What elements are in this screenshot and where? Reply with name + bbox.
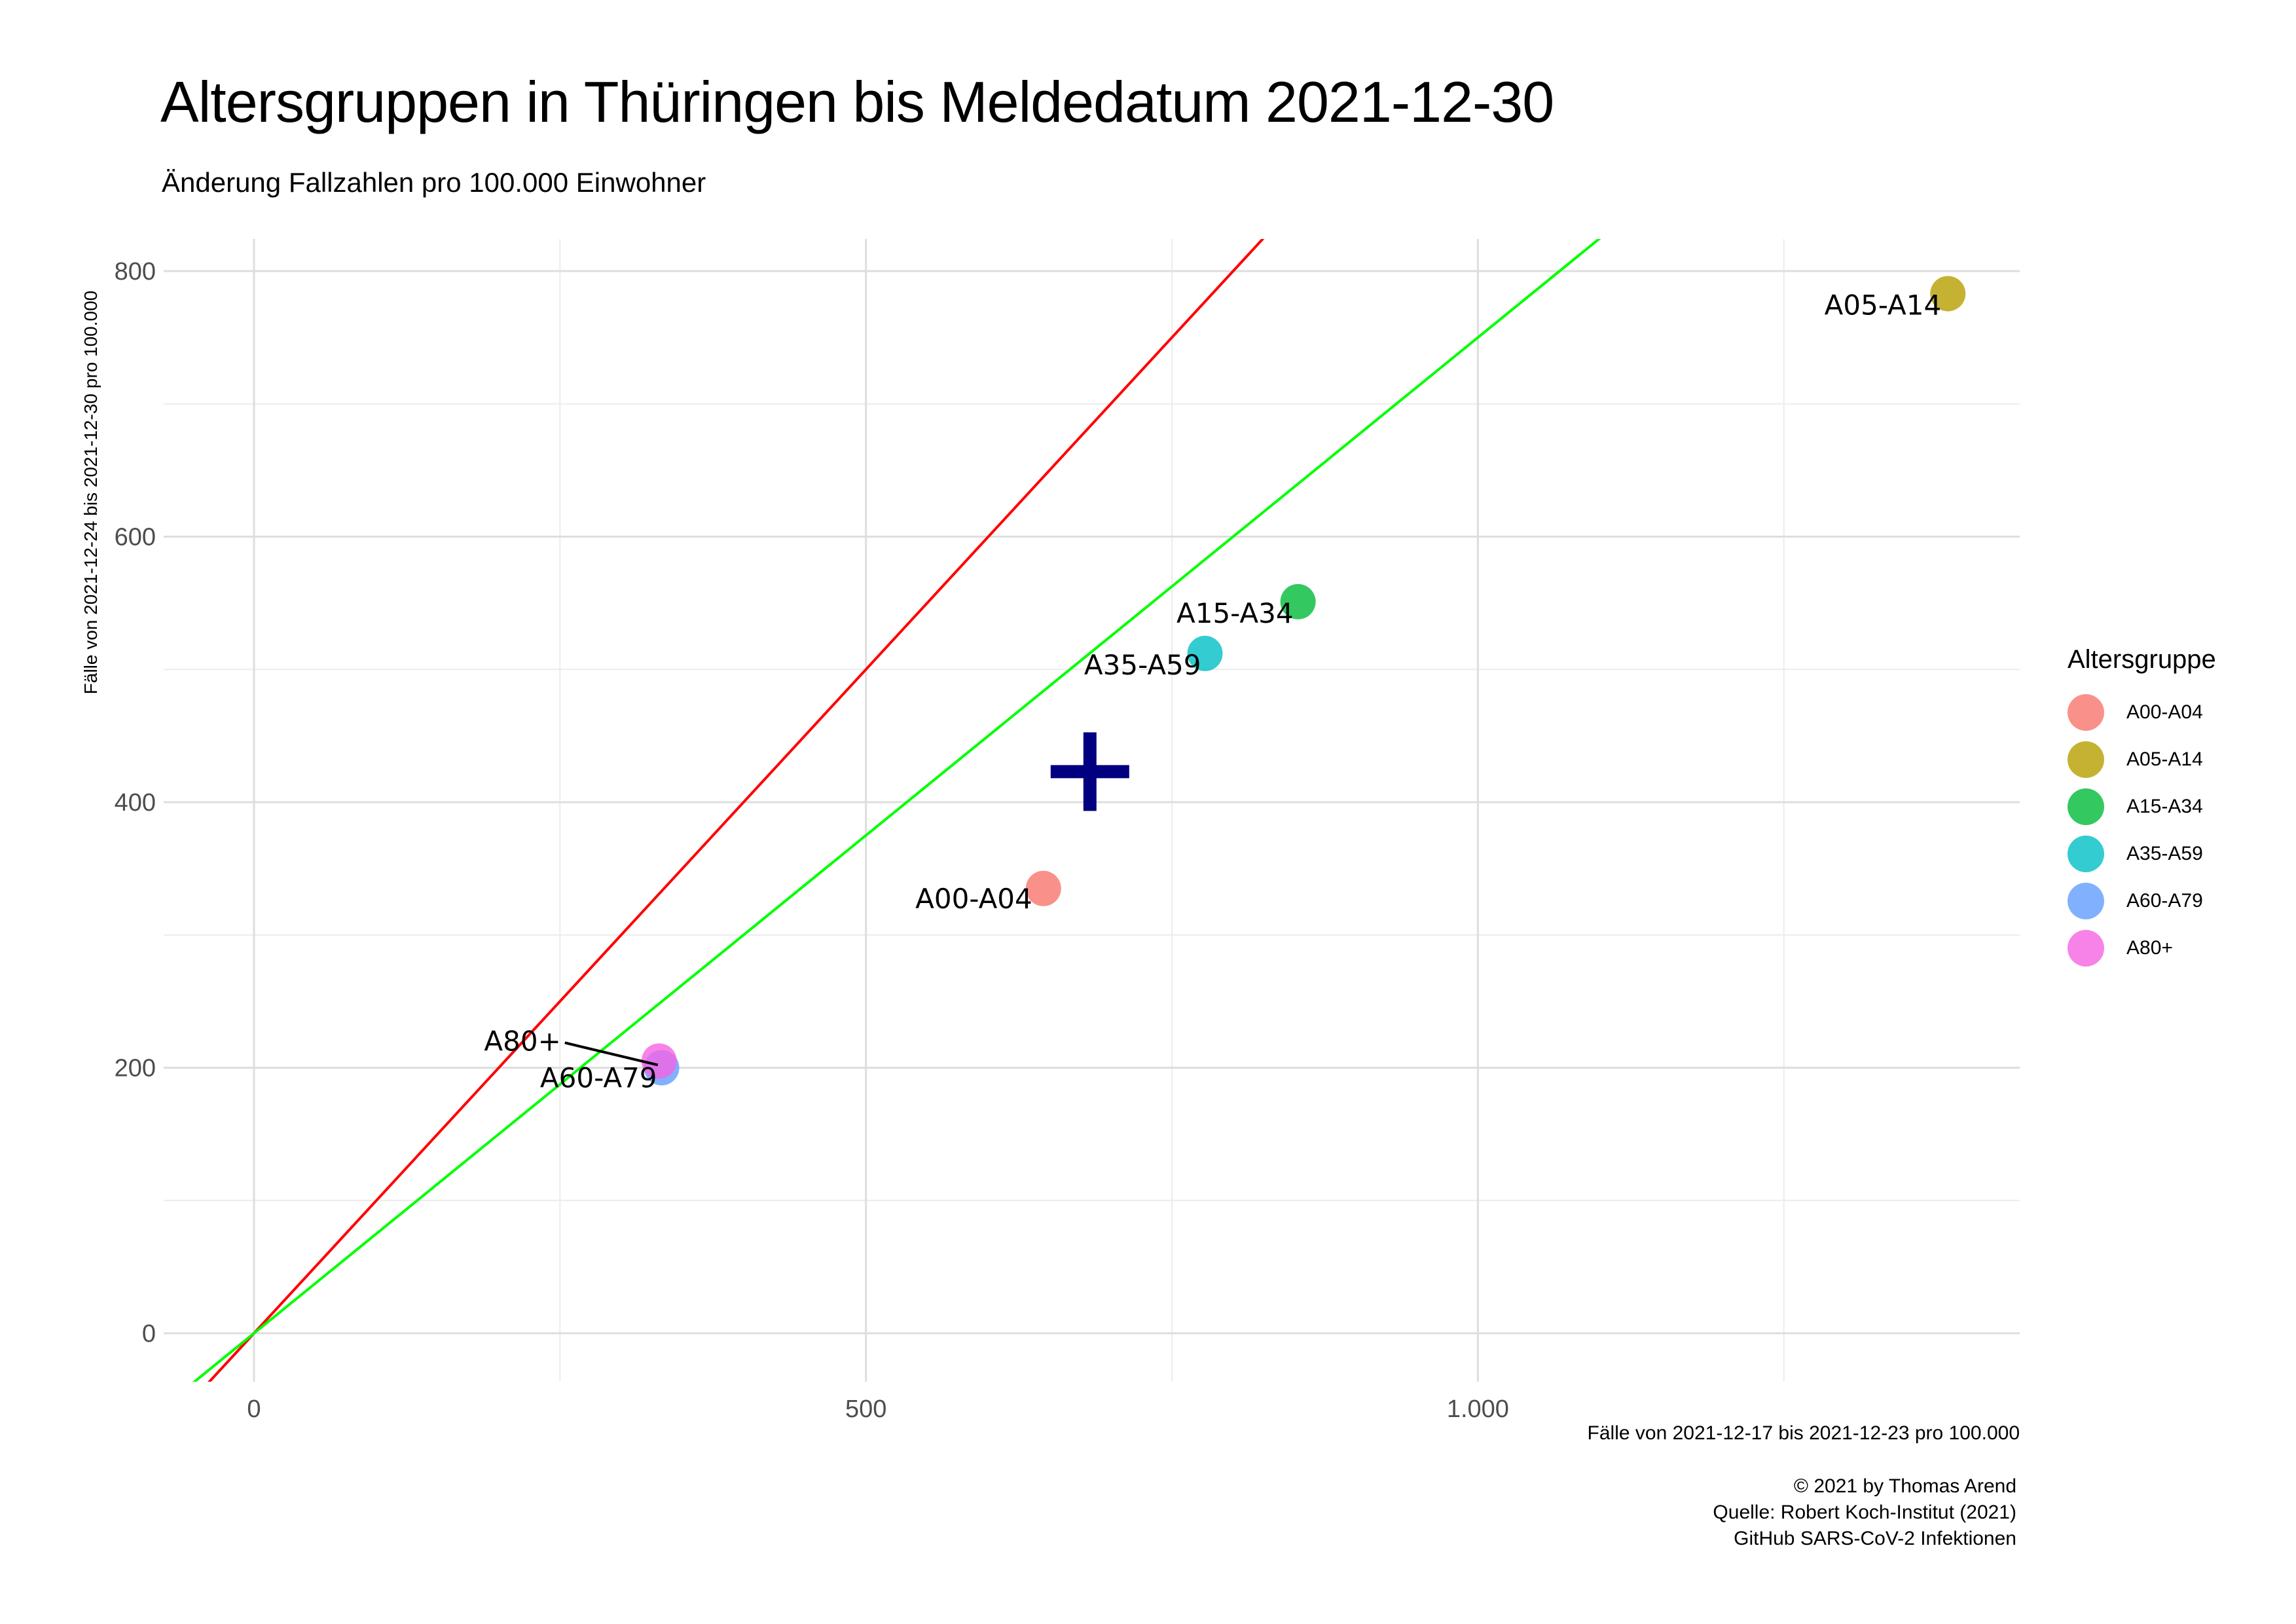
- point-labels: A00-A04 A05-A14 A15-A34 A35-A59 A60-A79 A80+: [484, 289, 1941, 1094]
- y-tick-label: 800: [115, 258, 156, 286]
- reference-line: [208, 239, 1265, 1382]
- point-label: A15-A34: [1176, 597, 1294, 629]
- legend-key: [2068, 836, 2104, 872]
- caption-github: GitHub SARS-CoV-2 Infektionen: [1734, 1528, 2016, 1549]
- data-points: [641, 276, 1966, 1086]
- y-axis-ticks: 0 200 400 600 800: [115, 258, 156, 1348]
- grid-major: [164, 239, 2020, 1382]
- center-marker: [1050, 732, 1129, 811]
- legend-key: [2068, 694, 2104, 731]
- legend-key: [2068, 741, 2104, 778]
- point-label: A60-A79: [540, 1062, 657, 1094]
- x-axis-ticks: 0 500 1.000: [247, 1395, 1509, 1423]
- legend-label: A05-A14: [2126, 748, 2203, 770]
- y-axis-label: Fälle von 2021-12-24 bis 2021-12-30 pro …: [81, 291, 101, 694]
- data-point: [641, 1043, 677, 1079]
- legend-label: A15-A34: [2126, 796, 2203, 817]
- y-tick-label: 400: [115, 789, 156, 817]
- reference-line: [192, 239, 1601, 1382]
- legend-label: A35-A59: [2126, 843, 2203, 864]
- chart-subtitle: Änderung Fallzahlen pro 100.000 Einwohne…: [162, 167, 706, 198]
- legend-label: A60-A79: [2126, 890, 2203, 912]
- y-tick-label: 200: [115, 1055, 156, 1082]
- legend-label: A80+: [2126, 937, 2173, 959]
- chart-title: Altersgruppen in Thüringen bis Meldedatu…: [160, 69, 1554, 134]
- legend-label: A00-A04: [2126, 701, 2203, 723]
- reference-lines: [192, 239, 1601, 1382]
- legend-item: A80+: [2068, 925, 2216, 972]
- x-tick-label: 500: [845, 1395, 886, 1423]
- point-label: A00-A04: [915, 883, 1032, 915]
- legend-item: A00-A04: [2068, 689, 2216, 736]
- data-point: [1280, 583, 1316, 619]
- legend-item: A60-A79: [2068, 877, 2216, 925]
- legend-item: A05-A14: [2068, 736, 2216, 783]
- point-label: A05-A14: [1825, 289, 1942, 321]
- legend-items: A00-A04 A05-A14 A15-A34 A35-A59 A60-A79 A80+: [2068, 689, 2216, 972]
- grid-minor: [164, 239, 2020, 1382]
- legend-key: [2068, 930, 2104, 967]
- y-tick-label: 600: [115, 524, 156, 551]
- data-point: [1187, 635, 1223, 671]
- point-label: A35-A59: [1084, 649, 1201, 681]
- x-axis-label: Fälle von 2021-12-17 bis 2021-12-23 pro …: [1588, 1422, 2020, 1444]
- data-point: [1025, 870, 1061, 906]
- x-tick-label: 0: [247, 1395, 261, 1423]
- legend-key: [2068, 883, 2104, 919]
- caption-source: Quelle: Robert Koch-Institut (2021): [1713, 1502, 2016, 1523]
- caption-copyright: © 2021 by Thomas Arend: [1793, 1475, 2016, 1497]
- legend-item: A15-A34: [2068, 783, 2216, 830]
- y-tick-label: 0: [142, 1320, 156, 1348]
- point-label: A80+: [484, 1025, 560, 1057]
- legend: Altersgruppe A00-A04 A05-A14 A15-A34 A35-A5…: [2068, 645, 2216, 972]
- label-connector: [564, 1041, 659, 1067]
- legend-item: A35-A59: [2068, 830, 2216, 877]
- legend-title: Altersgruppe: [2068, 645, 2216, 674]
- x-tick-label: 1.000: [1447, 1395, 1509, 1423]
- legend-key: [2068, 788, 2104, 825]
- data-point: [1930, 276, 1966, 312]
